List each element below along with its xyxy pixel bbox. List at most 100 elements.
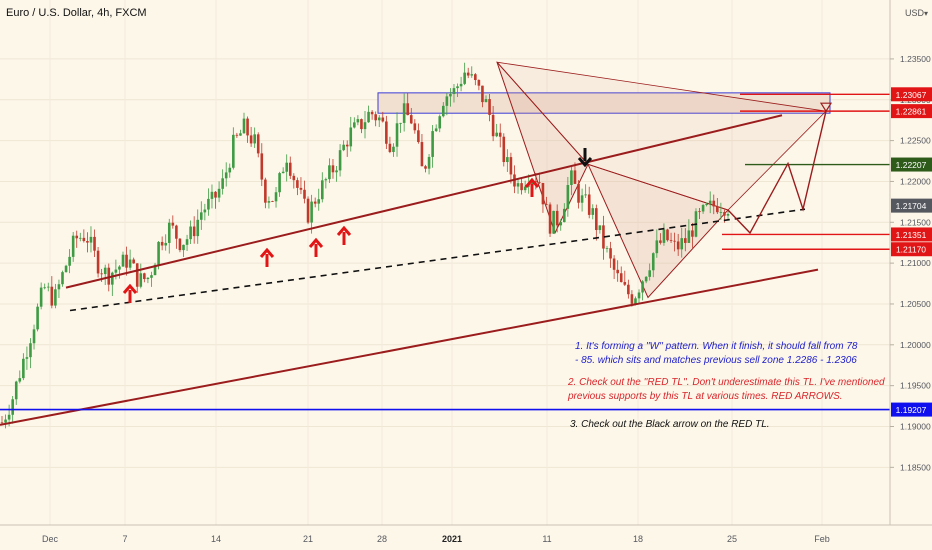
red-arrow-up-icon bbox=[524, 177, 540, 197]
price-label-box bbox=[891, 402, 932, 417]
candle-body bbox=[559, 222, 563, 226]
candle-body bbox=[395, 123, 399, 147]
candle-body bbox=[648, 270, 652, 277]
candle-body bbox=[676, 241, 680, 250]
candle-body bbox=[182, 244, 185, 251]
candle-body bbox=[356, 119, 360, 123]
candle-body bbox=[538, 182, 541, 184]
candle-body bbox=[484, 99, 488, 103]
time-tick-label: 11 bbox=[542, 534, 551, 544]
price-label-text: 1.19207 bbox=[896, 405, 927, 415]
candle-body bbox=[221, 178, 224, 189]
candle-body bbox=[523, 186, 527, 191]
candle-body bbox=[224, 172, 228, 179]
candle-body bbox=[669, 240, 673, 242]
candle-body bbox=[121, 254, 125, 267]
candle-body bbox=[342, 144, 345, 151]
price-tick-label: 1.22000 bbox=[900, 176, 931, 186]
candle-body bbox=[708, 200, 712, 204]
candle-body bbox=[562, 208, 566, 223]
candle-body bbox=[171, 222, 175, 226]
candle-body bbox=[495, 132, 498, 137]
candle-body bbox=[552, 210, 555, 234]
candle-body bbox=[723, 212, 726, 216]
candle-body bbox=[491, 114, 495, 137]
red-arrow-up-icon bbox=[308, 237, 324, 257]
candle-body bbox=[78, 237, 82, 239]
candle-body bbox=[264, 179, 267, 203]
candle-body bbox=[135, 263, 139, 287]
candle-body bbox=[705, 203, 708, 206]
candle-body bbox=[210, 191, 214, 199]
candle-body bbox=[683, 238, 687, 243]
candle-body bbox=[673, 240, 676, 242]
candle-body bbox=[659, 240, 662, 243]
candle-body bbox=[14, 381, 18, 400]
price-label-box bbox=[891, 104, 932, 119]
levels bbox=[0, 93, 890, 411]
candle-body bbox=[25, 357, 29, 359]
price-label-text: 1.22207 bbox=[896, 160, 927, 170]
candle-body bbox=[50, 286, 54, 306]
candle-body bbox=[712, 200, 716, 207]
price-label-1.23067: 1.23067 bbox=[891, 87, 932, 102]
candle-body bbox=[118, 266, 121, 270]
candle-body bbox=[228, 167, 232, 173]
time-axis[interactable]: Dec 7 14 21 28 2021 11 18 25 Feb bbox=[42, 534, 830, 544]
candle-body bbox=[128, 259, 132, 268]
candle-body bbox=[481, 85, 484, 103]
candle-body bbox=[253, 134, 256, 144]
candle-body bbox=[370, 111, 374, 115]
candle-body bbox=[477, 80, 481, 86]
candle-body bbox=[427, 156, 431, 169]
candle-body bbox=[566, 185, 570, 209]
candle-body bbox=[249, 135, 253, 144]
candle-body bbox=[449, 94, 452, 97]
candle-body bbox=[666, 229, 669, 241]
price-label-box bbox=[891, 87, 932, 102]
annotation-2-line-1: 2. Check out the ''RED TL''. Don't under… bbox=[567, 377, 885, 388]
candle-body bbox=[285, 162, 289, 172]
candle-body bbox=[199, 212, 203, 220]
projection-arrowhead bbox=[819, 102, 833, 113]
annotation-3: 3. Check out the Black arrow on the RED … bbox=[570, 419, 770, 430]
candle-body bbox=[313, 201, 317, 204]
candle-body bbox=[459, 83, 463, 87]
chevron-down-icon: ▾ bbox=[924, 9, 928, 18]
candle-body bbox=[431, 131, 434, 157]
candle-body bbox=[278, 173, 281, 193]
candle-body bbox=[96, 250, 100, 274]
currency-menu[interactable]: USD ▾ bbox=[905, 8, 928, 18]
candle-body bbox=[595, 208, 598, 231]
candle-body bbox=[701, 205, 705, 212]
candle-body bbox=[107, 267, 111, 285]
candle-body bbox=[612, 258, 616, 270]
candle-body bbox=[587, 194, 591, 215]
red-tl-lower bbox=[0, 268, 819, 426]
candle-body bbox=[288, 162, 292, 176]
w-pattern bbox=[495, 61, 827, 299]
annotation-1-line-2: - 85. which sits and matches previous se… bbox=[575, 355, 857, 366]
candle-body bbox=[125, 254, 128, 268]
candle-body bbox=[29, 343, 32, 358]
candle-body bbox=[18, 378, 22, 382]
candle-body bbox=[328, 165, 331, 180]
candle-body bbox=[570, 170, 573, 186]
candle-body bbox=[584, 194, 587, 196]
candle-body bbox=[619, 273, 623, 283]
candle-body bbox=[634, 298, 637, 304]
projection-line bbox=[727, 111, 827, 235]
candle-body bbox=[434, 128, 438, 132]
time-tick-label: 25 bbox=[727, 534, 737, 544]
black-dashed-tl bbox=[69, 208, 806, 312]
candle-body bbox=[445, 96, 449, 106]
price-tick-label: 1.23500 bbox=[900, 54, 931, 64]
price-label-1.22861: 1.22861 bbox=[891, 104, 932, 119]
candle-body bbox=[680, 238, 684, 250]
candle-body bbox=[235, 134, 239, 136]
candle-body bbox=[178, 238, 182, 251]
price-label-text: 1.22861 bbox=[896, 107, 927, 117]
candle-body bbox=[591, 208, 595, 215]
price-label-1.19207: 1.19207 bbox=[891, 402, 932, 417]
